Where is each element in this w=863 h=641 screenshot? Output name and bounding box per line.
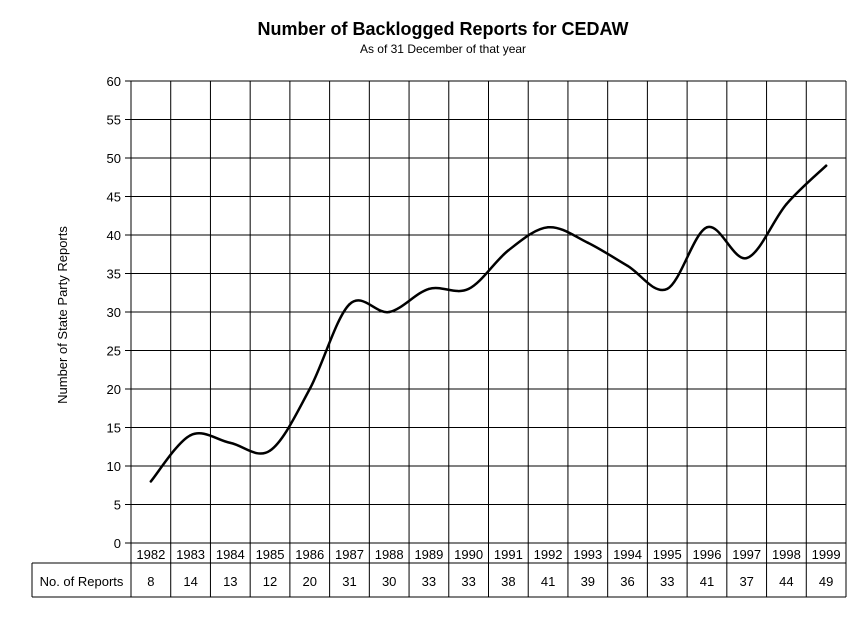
y-tick-label: 20 <box>107 382 121 397</box>
table-value-cell: 44 <box>779 574 793 589</box>
x-tick-label: 1998 <box>772 547 801 562</box>
data-point-1997 <box>745 256 748 260</box>
x-tick-label: 1983 <box>176 547 205 562</box>
x-tick-label: 1999 <box>812 547 841 562</box>
table-value-cell: 33 <box>660 574 674 589</box>
table-value-cell: 12 <box>263 574 277 589</box>
x-tick-label: 1997 <box>732 547 761 562</box>
y-tick-label: 25 <box>107 344 121 359</box>
table-value-cell: 36 <box>620 574 634 589</box>
table-row-label: No. of Reports <box>40 574 124 589</box>
table-value-cell: 33 <box>461 574 475 589</box>
table-value-cell: 33 <box>422 574 436 589</box>
data-point-1990 <box>467 287 470 291</box>
y-axis-label: Number of State Party Reports <box>55 226 70 404</box>
x-tick-label: 1982 <box>136 547 165 562</box>
table-value-cell: 41 <box>541 574 555 589</box>
y-tick-label: 55 <box>107 113 121 128</box>
series-line-group <box>149 164 828 483</box>
grid <box>125 80 847 597</box>
x-tick-label: 1986 <box>295 547 324 562</box>
y-tick-label: 35 <box>107 267 121 282</box>
table-value-cell: 39 <box>581 574 595 589</box>
table-value-cell: 38 <box>501 574 515 589</box>
data-point-1996 <box>705 226 709 229</box>
chart-subtitle: As of 31 December of that year <box>360 42 526 56</box>
x-tick-label: 1995 <box>653 547 682 562</box>
y-tick-label: 15 <box>107 421 121 436</box>
data-point-1983 <box>189 434 192 437</box>
data-point-1988 <box>387 310 391 314</box>
chart-title: Number of Backlogged Reports for CEDAW <box>257 19 628 39</box>
x-tick-label: 1992 <box>534 547 563 562</box>
table-value-cell: 49 <box>819 574 833 589</box>
x-tick-label: 1984 <box>216 547 245 562</box>
table-value-cell: 30 <box>382 574 396 589</box>
table-value-cell: 41 <box>700 574 714 589</box>
data-point-1995 <box>666 287 669 291</box>
y-tick-label: 45 <box>107 190 121 205</box>
table-value-cell: 31 <box>342 574 356 589</box>
data-point-1982 <box>149 480 153 483</box>
table-value-cell: 37 <box>739 574 753 589</box>
table-value-cell: 13 <box>223 574 237 589</box>
x-tick-label: 1996 <box>693 547 722 562</box>
x-tick-label: 1994 <box>613 547 642 562</box>
y-axis-ticks: 0 5 10 15 20 25 30 35 40 45 50 55 60 <box>107 74 121 551</box>
data-point-1999 <box>824 164 828 167</box>
data-point-1991 <box>507 249 510 252</box>
x-tick-label: 1989 <box>414 547 443 562</box>
data-point-1987 <box>348 303 351 306</box>
y-tick-label: 5 <box>114 498 121 513</box>
x-tick-label: 1993 <box>573 547 602 562</box>
y-tick-label: 0 <box>114 536 121 551</box>
y-tick-label: 60 <box>107 74 121 89</box>
table-value-cell: 20 <box>303 574 317 589</box>
data-point-1992 <box>546 226 550 229</box>
data-point-1993 <box>586 241 590 244</box>
data-point-1986 <box>308 387 311 391</box>
data-point-1998 <box>785 203 788 206</box>
data-point-1994 <box>626 264 629 267</box>
table-value-cell: 8 <box>147 574 154 589</box>
y-tick-label: 40 <box>107 228 121 243</box>
x-tick-label: 1987 <box>335 547 364 562</box>
x-tick-label: 1990 <box>454 547 483 562</box>
y-tick-label: 50 <box>107 151 121 166</box>
y-tick-label: 30 <box>107 305 121 320</box>
data-point-1985 <box>268 449 272 452</box>
x-tick-label: 1985 <box>256 547 285 562</box>
x-tick-label: 1988 <box>375 547 404 562</box>
data-point-1984 <box>229 441 232 445</box>
data-point-1989 <box>427 287 431 291</box>
data-table: No. of Reports 1982 8 1983 14 1984 13 1985 12 198… <box>31 547 846 598</box>
table-value-cell: 14 <box>183 574 197 589</box>
x-tick-label: 1991 <box>494 547 523 562</box>
y-tick-label: 10 <box>107 459 121 474</box>
